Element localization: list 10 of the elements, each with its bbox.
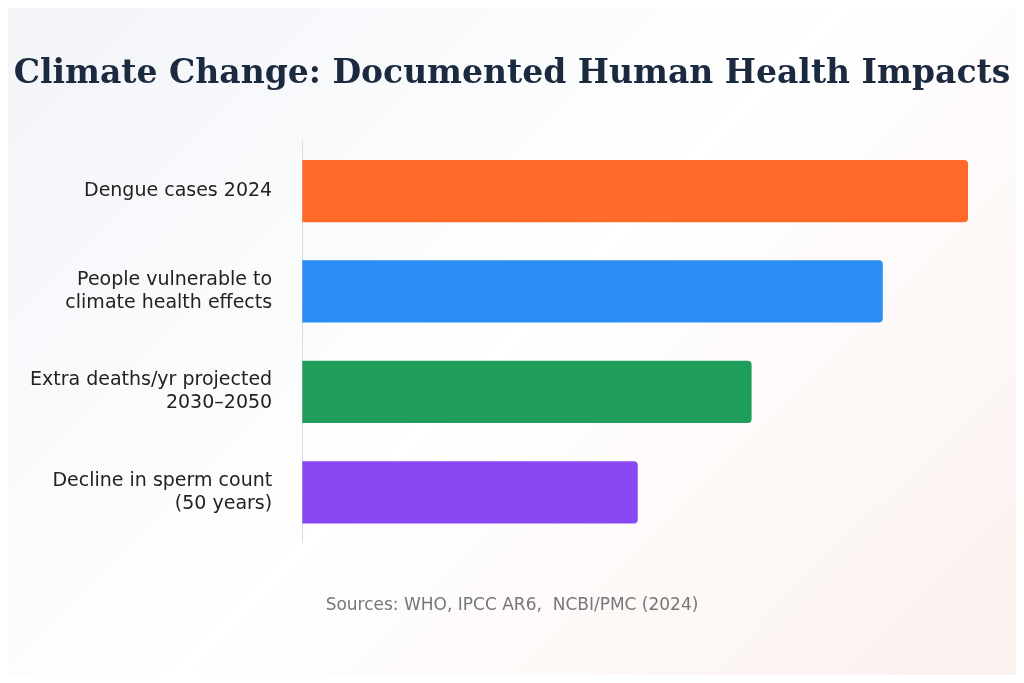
source-note: Sources: WHO, IPCC AR6, NCBI/PMC (2024) [324,594,700,614]
y-tick-label: People vulnerable to climate health effects [65,267,273,312]
bar [302,159,968,223]
y-tick-label: Decline in sperm count (50 years) [52,467,273,513]
bar [302,360,752,424]
y-tick-label: Extra deaths/yr projected 2030–2050 [29,367,273,413]
chart-title: Climate Change: Documented Human Health Impacts [12,51,1012,93]
bar [302,260,883,323]
y-tick-label: Dengue cases 2024 [83,177,273,200]
bar [302,461,638,524]
